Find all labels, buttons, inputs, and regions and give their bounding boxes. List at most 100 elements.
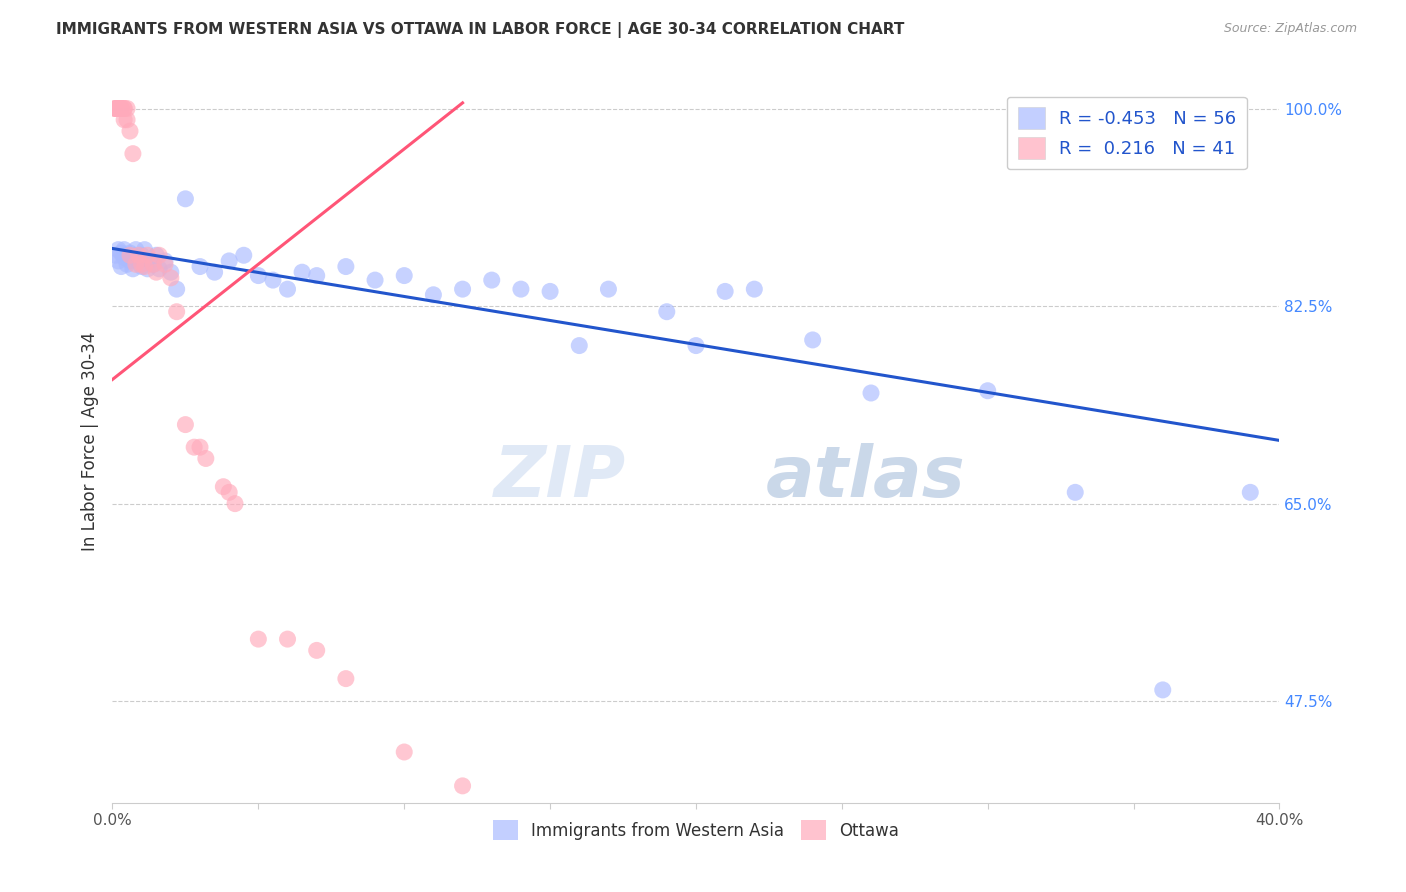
Point	[148, 248, 170, 262]
Point	[655, 304, 678, 318]
Point	[112, 243, 135, 257]
Point	[598, 282, 620, 296]
Point	[714, 285, 737, 299]
Point	[115, 112, 138, 127]
Point	[134, 260, 156, 274]
Point	[104, 248, 127, 262]
Text: ZIP: ZIP	[494, 443, 626, 512]
Point	[112, 102, 135, 116]
Point	[685, 338, 707, 352]
Point	[107, 253, 129, 268]
Point	[148, 261, 170, 276]
Point	[305, 643, 328, 657]
Point	[451, 779, 474, 793]
Point	[188, 260, 211, 274]
Point	[538, 285, 561, 299]
Point	[107, 102, 129, 116]
Point	[1064, 485, 1087, 500]
Text: Source: ZipAtlas.com: Source: ZipAtlas.com	[1223, 22, 1357, 36]
Point	[174, 417, 197, 432]
Point	[104, 102, 127, 116]
Point	[188, 440, 211, 454]
Point	[364, 273, 387, 287]
Point	[115, 102, 138, 116]
Point	[110, 102, 132, 116]
Point	[166, 282, 188, 296]
Point	[118, 124, 141, 138]
Point	[1152, 682, 1174, 697]
Point	[142, 257, 165, 271]
Point	[1239, 485, 1261, 500]
Point	[262, 273, 284, 287]
Point	[481, 273, 503, 287]
Y-axis label: In Labor Force | Age 30-34: In Labor Force | Age 30-34	[80, 332, 98, 551]
Point	[118, 253, 141, 268]
Point	[107, 243, 129, 257]
Point	[422, 287, 444, 301]
Point	[110, 246, 132, 260]
Point	[232, 248, 254, 262]
Point	[118, 248, 141, 262]
Point	[134, 243, 156, 257]
Point	[247, 632, 270, 646]
Point	[107, 102, 129, 116]
Point	[110, 102, 132, 116]
Point	[451, 282, 474, 296]
Point	[160, 265, 183, 279]
Text: atlas: atlas	[766, 443, 966, 512]
Point	[112, 112, 135, 127]
Point	[125, 257, 148, 271]
Point	[153, 257, 176, 271]
Point	[801, 333, 824, 347]
Point	[276, 282, 298, 296]
Point	[122, 248, 145, 262]
Point	[122, 261, 145, 276]
Point	[128, 248, 150, 262]
Point	[112, 102, 135, 116]
Point	[194, 451, 217, 466]
Point	[118, 246, 141, 260]
Point	[115, 248, 138, 262]
Point	[115, 257, 138, 271]
Point	[183, 440, 205, 454]
Point	[104, 102, 127, 116]
Point	[110, 260, 132, 274]
Point	[742, 282, 765, 296]
Point	[125, 243, 148, 257]
Point	[145, 248, 167, 262]
Point	[131, 248, 153, 262]
Point	[104, 102, 127, 116]
Point	[153, 253, 176, 268]
Point	[107, 102, 129, 116]
Point	[136, 261, 159, 276]
Point	[394, 745, 416, 759]
Point	[291, 265, 314, 279]
Point	[224, 497, 246, 511]
Point	[276, 632, 298, 646]
Point	[212, 480, 235, 494]
Point	[145, 265, 167, 279]
Point	[204, 265, 226, 279]
Point	[568, 338, 591, 352]
Point	[335, 260, 357, 274]
Point	[976, 384, 998, 398]
Legend: Immigrants from Western Asia, Ottawa: Immigrants from Western Asia, Ottawa	[485, 812, 907, 848]
Point	[335, 672, 357, 686]
Text: IMMIGRANTS FROM WESTERN ASIA VS OTTAWA IN LABOR FORCE | AGE 30-34 CORRELATION CH: IMMIGRANTS FROM WESTERN ASIA VS OTTAWA I…	[56, 22, 904, 38]
Point	[128, 253, 150, 268]
Point	[139, 253, 162, 268]
Point	[122, 146, 145, 161]
Point	[174, 192, 197, 206]
Point	[142, 257, 165, 271]
Point	[166, 304, 188, 318]
Point	[509, 282, 531, 296]
Point	[218, 485, 240, 500]
Point	[305, 268, 328, 283]
Point	[394, 268, 416, 283]
Point	[131, 260, 153, 274]
Point	[131, 257, 153, 271]
Point	[218, 253, 240, 268]
Point	[112, 251, 135, 265]
Point	[110, 102, 132, 116]
Point	[136, 248, 159, 262]
